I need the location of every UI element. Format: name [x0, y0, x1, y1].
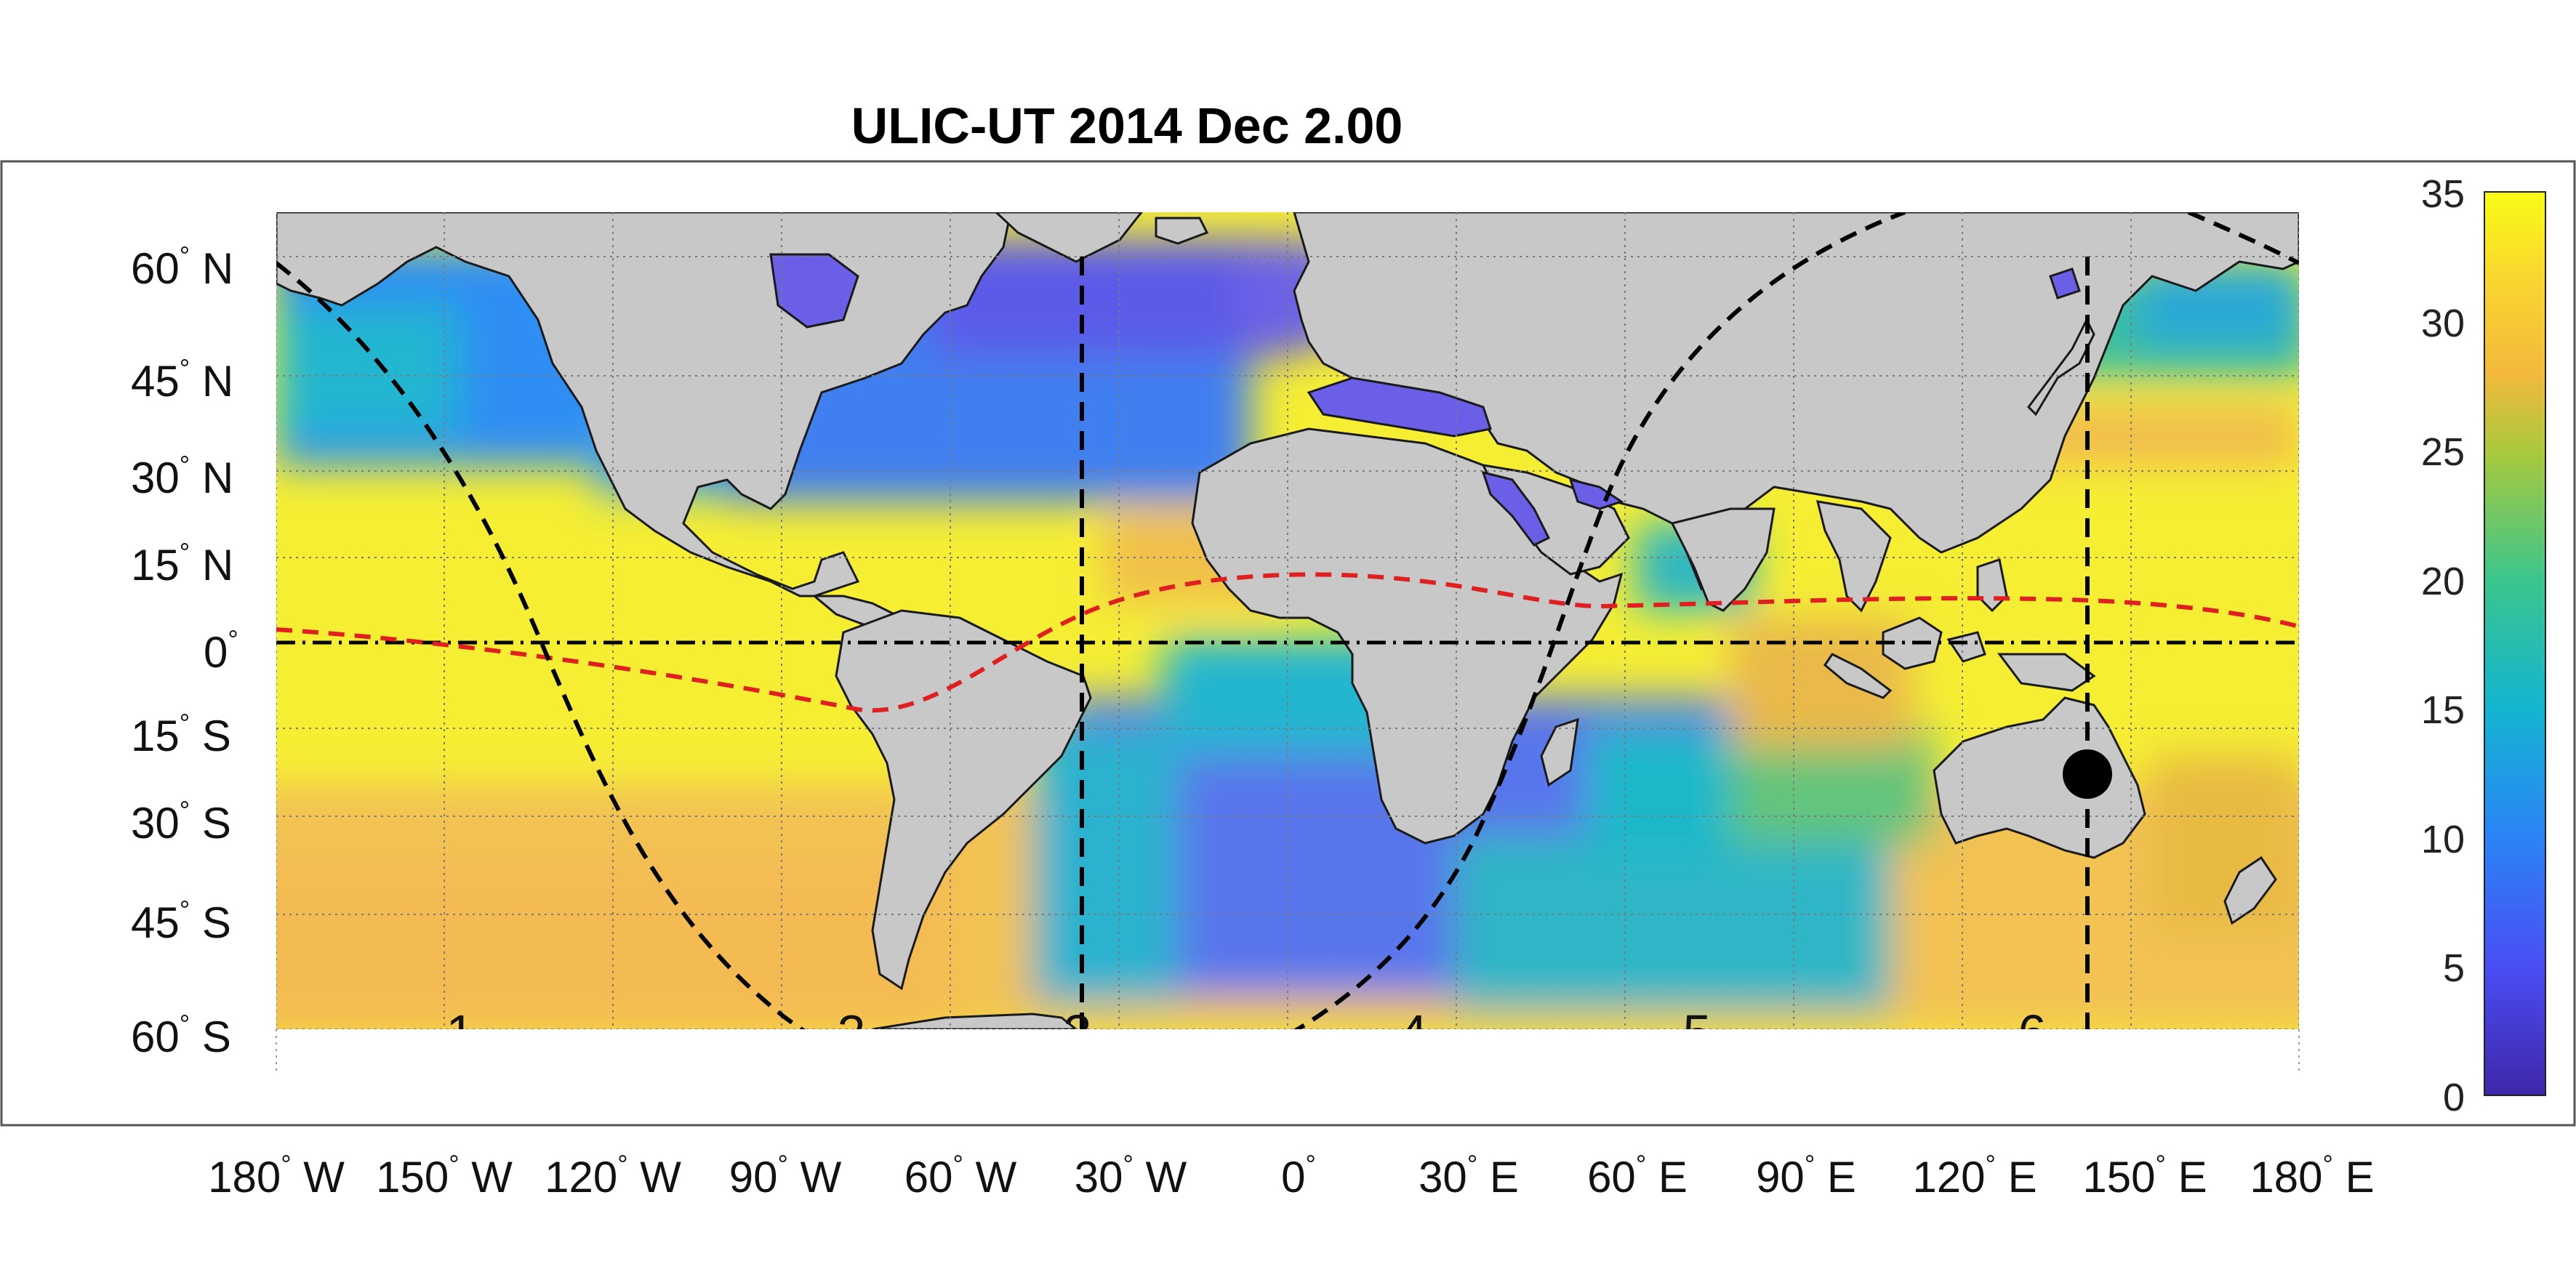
lat-label-45s: 45° S	[131, 895, 231, 947]
chart-title: ULIC-UT 2014 Dec 2.00	[851, 97, 1403, 154]
lat-label-30n: 30° N	[131, 450, 233, 502]
latitude-labels: 60° N 45° N 30° N 15° N 0° 15° S 30° S 4…	[131, 241, 238, 1061]
figure-frame	[0, 160, 2576, 1127]
lon-label-60e: 60° E	[1587, 1149, 1688, 1202]
location-marker	[2063, 749, 2112, 799]
lat-label-60n: 60° N	[131, 241, 233, 293]
region-label-5: 5	[1683, 1005, 1712, 1061]
region-label-1: 1	[446, 1005, 475, 1061]
colorbar-tick-35: 35	[2421, 172, 2465, 216]
lat-label-60s: 60° S	[131, 1009, 231, 1061]
lon-label-90e: 90° E	[1756, 1149, 1856, 1202]
lon-label-90w: 90° W	[729, 1149, 842, 1202]
terminator-curve-2	[1293, 212, 1906, 1029]
subsolar-track	[276, 572, 2299, 713]
graticule	[276, 212, 2299, 1029]
colorbar-tick-15: 15	[2421, 688, 2465, 732]
lon-label-180e: 180° E	[2250, 1149, 2374, 1202]
inland-seas	[769, 253, 2081, 547]
lon-label-60w: 60° W	[904, 1149, 1017, 1202]
graticule-ticks	[276, 1029, 2300, 1072]
region-label-2: 2	[838, 1005, 866, 1061]
lon-label-30e: 30° E	[1419, 1149, 1519, 1202]
lat-label-30s: 30° S	[131, 795, 231, 848]
colorbar-tick-25: 25	[2421, 430, 2465, 474]
lon-label-0: 0°	[1281, 1149, 1316, 1202]
colorbar-tick-5: 5	[2443, 946, 2465, 990]
colorbar-gradient	[2484, 191, 2546, 1096]
lon-label-120e: 120° E	[1912, 1149, 2037, 1202]
region-label-4: 4	[1400, 1005, 1428, 1061]
colorbar-tick-0: 0	[2443, 1076, 2465, 1119]
lon-label-120w: 120° W	[545, 1149, 681, 1202]
terminator-curve-3	[2187, 212, 2299, 265]
lat-label-15s: 15° S	[131, 708, 231, 760]
lon-label-30w: 30° W	[1075, 1149, 1187, 1202]
colorbar: 35 30 25 20 15 10 5 0	[2421, 172, 2546, 1119]
colorbar-tick-20: 20	[2421, 560, 2465, 603]
lon-label-180w: 180° W	[208, 1149, 345, 1202]
lat-label-45n: 45° N	[131, 353, 233, 406]
lon-label-150e: 150° E	[2082, 1149, 2207, 1202]
colorbar-tick-10: 10	[2421, 818, 2465, 861]
terminator-curve	[276, 261, 806, 1029]
longitude-labels: 180° W 150° W 120° W 90° W 60° W 30° W 0…	[208, 1149, 2375, 1202]
lat-label-15n: 15° N	[131, 537, 233, 589]
colorbar-tick-30: 30	[2421, 302, 2465, 345]
lat-label-0: 0°	[204, 624, 238, 677]
map-panel: 1 2 3 4 5 6	[276, 212, 2299, 1061]
region-label-6: 6	[2018, 1005, 2047, 1061]
lon-label-150w: 150° W	[376, 1149, 513, 1202]
region-label-3: 3	[1064, 1005, 1092, 1061]
